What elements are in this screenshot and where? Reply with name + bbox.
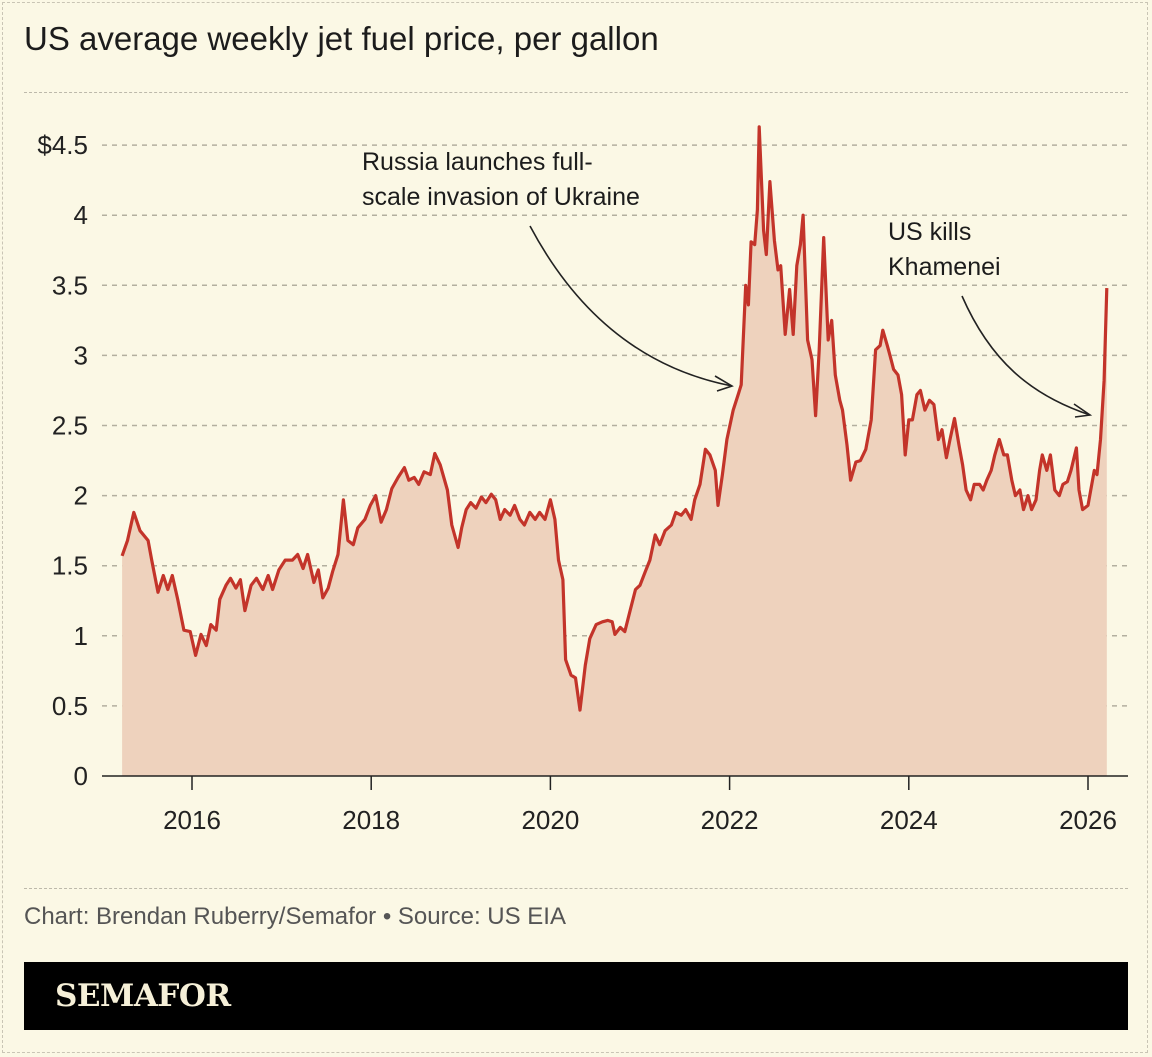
y-tick-label: 3.5 <box>52 270 88 300</box>
arrowhead-icon <box>714 375 734 392</box>
y-tick-label: 2.5 <box>52 411 88 441</box>
brand-bar: SEMAFOR <box>24 962 1128 1030</box>
annotation-text: Russia launches full- <box>362 148 593 176</box>
y-tick-label: 0.5 <box>52 691 88 721</box>
annotation-arrow <box>529 225 733 387</box>
arrowhead-icon <box>1073 403 1093 418</box>
x-axis-ticks: 2016 2018 2020 2022 2024 2026 <box>163 776 1117 835</box>
y-axis-labels: 0 0.5 1 1.5 2 2.5 3 3.5 4 $4.5 <box>37 130 88 791</box>
annotation-text: scale invasion of Ukraine <box>362 183 640 211</box>
y-tick-label: 2 <box>74 481 88 511</box>
y-tick-label: $4.5 <box>37 130 88 160</box>
annotation-text: US kills <box>888 218 971 246</box>
x-tick-label: 2018 <box>342 805 400 835</box>
top-divider <box>24 92 1128 93</box>
x-tick-label: 2022 <box>701 805 759 835</box>
x-tick-label: 2016 <box>163 805 221 835</box>
annotations: Russia launches full-scale invasion of U… <box>362 148 1093 418</box>
source-credit: Chart: Brendan Ruberry/Semafor • Source:… <box>24 903 566 930</box>
price-area <box>122 126 1107 776</box>
y-tick-label: 4 <box>74 200 88 230</box>
chart-title: US average weekly jet fuel price, per ga… <box>24 20 659 57</box>
annotation-text: Khamenei <box>888 253 1001 281</box>
y-tick-label: 3 <box>74 340 88 370</box>
y-tick-label: 1.5 <box>52 551 88 581</box>
annotation-arrow <box>961 295 1091 416</box>
price-line <box>120 125 1109 712</box>
x-tick-label: 2026 <box>1059 805 1117 835</box>
x-tick-label: 2024 <box>880 805 938 835</box>
bottom-divider <box>24 888 1128 889</box>
semafor-logo: SEMAFOR <box>55 978 231 1014</box>
y-tick-label: 1 <box>74 621 88 651</box>
y-tick-label: 0 <box>74 761 88 791</box>
x-tick-label: 2020 <box>521 805 579 835</box>
